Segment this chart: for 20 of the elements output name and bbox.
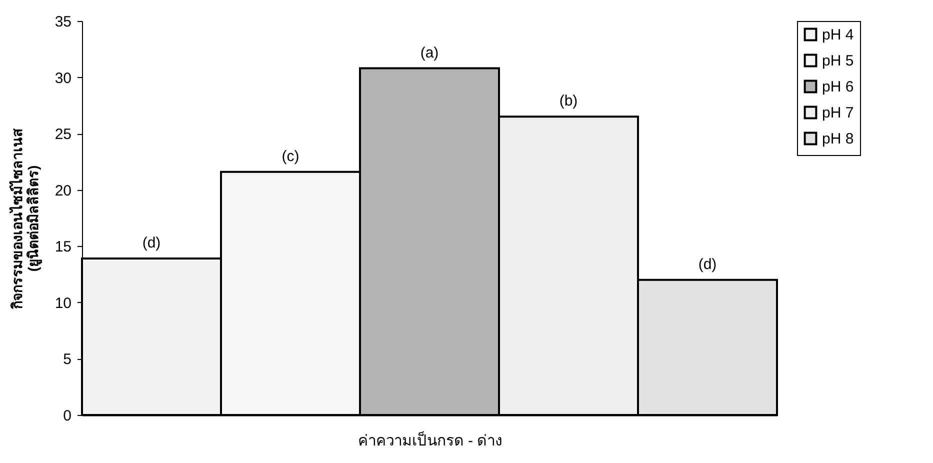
y-tick-label: 15: [54, 238, 72, 256]
legend-label: pH 6: [822, 78, 854, 96]
legend-label: pH 7: [822, 104, 854, 122]
y-tick-label: 0: [63, 408, 72, 424]
data-label: (d): [142, 234, 161, 252]
x-axis-title: ค่าความเป็นกรด - ด่าง: [358, 430, 502, 450]
y-tick-label: 20: [54, 182, 72, 200]
data-label: (a): [420, 44, 439, 62]
y-tick-label: 5: [63, 351, 72, 368]
legend-label: pH 4: [822, 26, 854, 44]
y-axis-title: กิจกรรมของเอนไซม์ไซลาเนส (ยูนิตต่อมิลลิลิตร): [8, 128, 42, 310]
y-tick-label: 30: [54, 70, 72, 87]
data-label: (c): [282, 148, 300, 165]
data-label: (b): [559, 92, 578, 110]
data-label: (d): [698, 256, 717, 273]
y-tick-label: 35: [54, 14, 72, 30]
legend-label: pH 5: [822, 52, 854, 70]
y-tick-label: 10: [54, 294, 72, 312]
y-tick-label: 25: [54, 126, 72, 144]
legend-label: pH 8: [822, 130, 854, 148]
